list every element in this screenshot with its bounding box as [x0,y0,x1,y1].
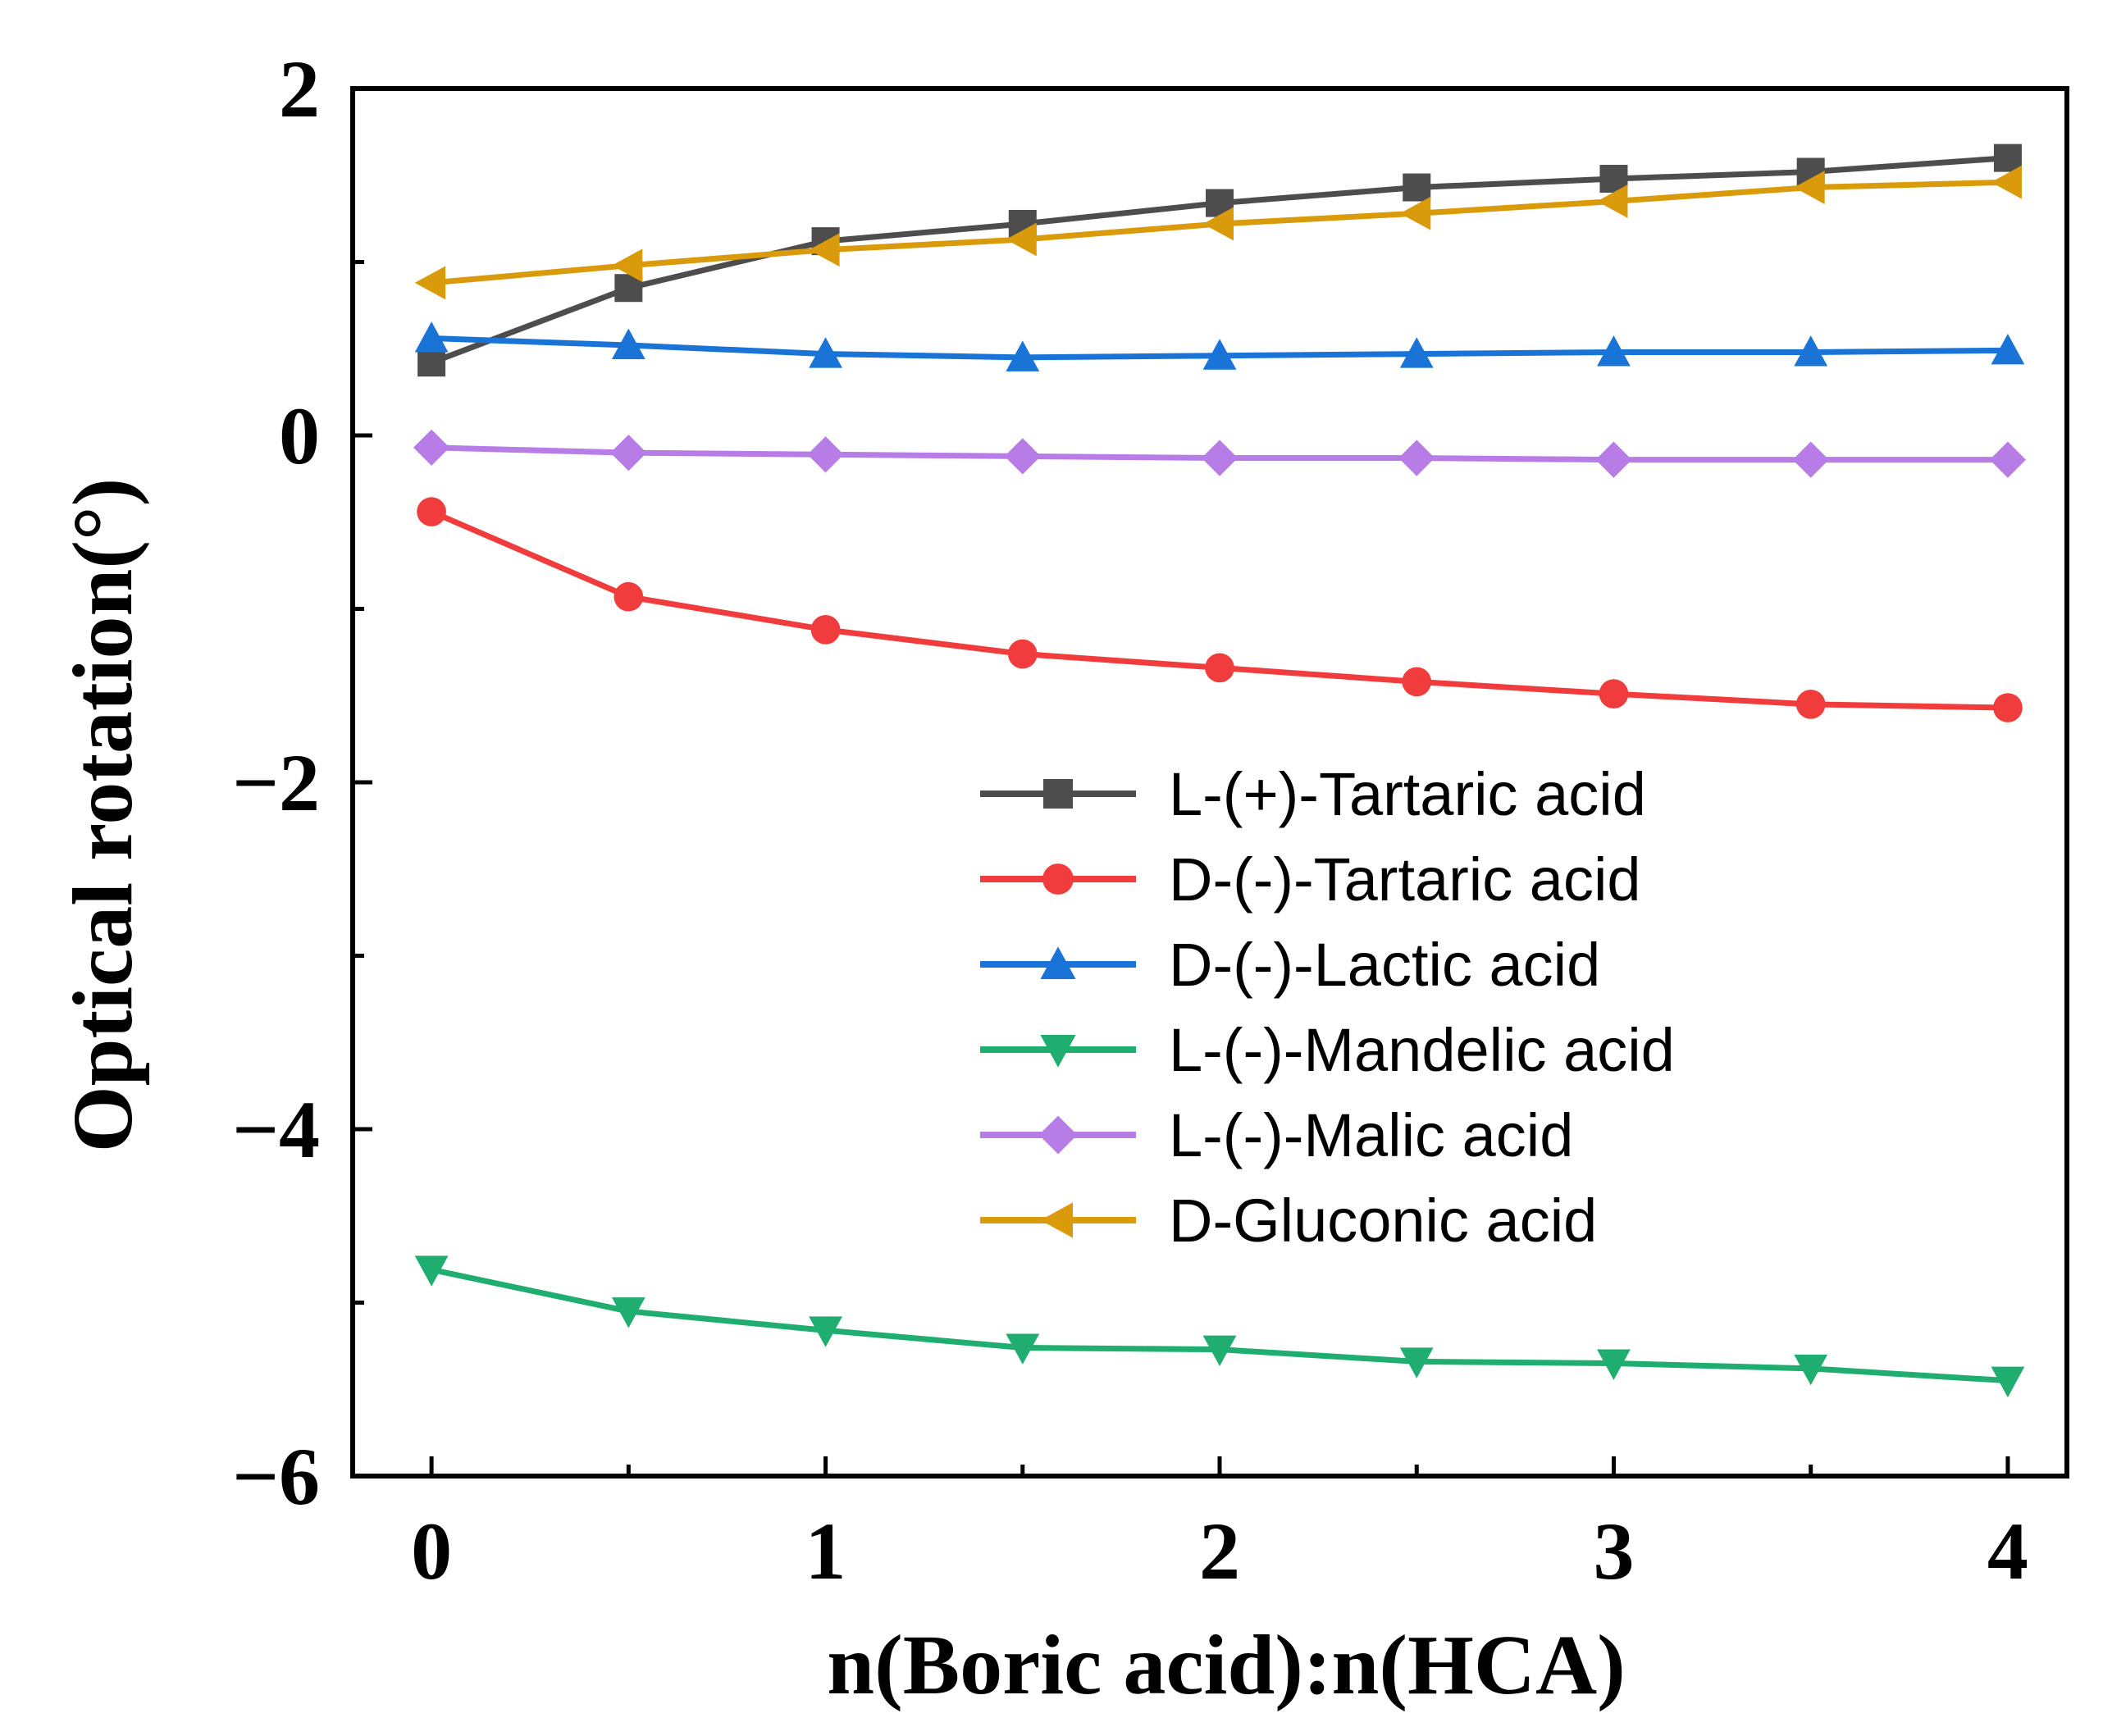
y-tick-label: 0 [279,390,320,481]
x-tick-label: 1 [805,1506,846,1597]
data-point [1006,222,1037,257]
y-axis-title: Optical rotation(°) [56,478,150,1152]
legend-item: D-Gluconic acid [980,1187,1597,1255]
data-point [1399,1347,1434,1378]
data-point [809,233,840,267]
data-point [1795,689,1826,719]
legend-item: L-(+)-Tartaric acid [980,760,1646,828]
x-tick-label: 3 [1593,1506,1634,1597]
legend-marker [1040,1035,1076,1068]
axis-ticks: 2 0 −2 −4 −6 0 1 2 3 4 [232,43,2028,1597]
data-point [1597,185,1628,218]
data-point [1991,165,2022,199]
legend-marker [1043,779,1073,809]
series-0 [417,144,2022,377]
series-2 [414,321,2025,371]
legend-item: D-(-)-Tartaric acid [980,845,1641,914]
legend-item: L-(-)-Mandelic acid [980,1016,1675,1084]
data-point [1993,693,2023,722]
data-point [1201,440,1239,476]
y-tick-label: −6 [232,1431,320,1522]
data-point [1792,441,1829,478]
data-point [414,266,446,300]
series-group [413,144,2027,1398]
series-3 [414,1255,2025,1398]
y-tick-label: 2 [279,43,320,134]
data-point [1597,1349,1631,1380]
data-point [611,328,645,360]
data-point [1991,1366,2025,1398]
data-point [809,337,842,368]
data-point [809,1316,842,1347]
y-tick-label: −2 [232,737,320,828]
data-point [1403,173,1431,202]
legend-label: L-(+)-Tartaric acid [1169,760,1646,828]
data-point [417,349,446,377]
legend-label: D-(-)-Tartaric acid [1169,845,1641,914]
data-point [807,436,844,473]
data-point [1993,144,2022,172]
x-tick-label: 2 [1199,1506,1240,1597]
data-point [1202,339,1237,370]
data-point [1202,1335,1237,1367]
data-point [1599,679,1629,709]
legend-item: D-(-)-Lactic acid [980,931,1600,999]
legend-marker [1040,946,1076,979]
legend-label: L-(-)-Mandelic acid [1169,1016,1675,1084]
data-point [1794,171,1825,204]
data-point [611,1297,645,1328]
data-point [1399,337,1434,368]
data-point [610,435,647,472]
data-point [1597,335,1631,367]
data-point [414,1255,449,1287]
legend-marker [1038,1115,1078,1155]
data-point [1398,440,1435,476]
data-point [1989,441,2027,478]
x-axis-title: n(Boric acid):n(HCA) [827,1618,1625,1712]
data-point [1399,196,1431,230]
x-tick-label: 4 [1987,1506,2028,1597]
legend-item: L-(-)-Malic acid [980,1101,1573,1169]
data-point [1006,340,1040,371]
data-point [417,497,446,526]
data-point [614,581,644,612]
data-point [414,321,449,353]
legend-label: L-(-)-Malic acid [1169,1101,1573,1169]
data-point [1007,639,1038,669]
series-4 [413,429,2027,478]
legend: L-(+)-Tartaric acid D-(-)-Tartaric acid D-… [980,760,1675,1255]
x-tick-label: 0 [411,1506,452,1597]
data-point [1202,207,1234,241]
data-point [413,429,450,466]
data-point [1991,333,2025,365]
series-1 [417,497,2023,722]
y-tick-label: −4 [232,1084,320,1175]
data-point [1402,667,1432,697]
data-point [611,248,643,283]
legend-marker [1042,863,1074,895]
legend-label: D-(-)-Lactic acid [1169,931,1600,999]
legend-label: D-Gluconic acid [1169,1187,1597,1255]
data-point [1006,1333,1040,1365]
data-point [1794,1354,1828,1386]
data-point [1794,335,1828,367]
data-point [1205,653,1234,683]
legend-marker [1040,1202,1073,1238]
series-5 [414,165,2022,300]
data-point [1595,441,1632,478]
data-point [1004,438,1041,475]
data-point [810,615,841,645]
